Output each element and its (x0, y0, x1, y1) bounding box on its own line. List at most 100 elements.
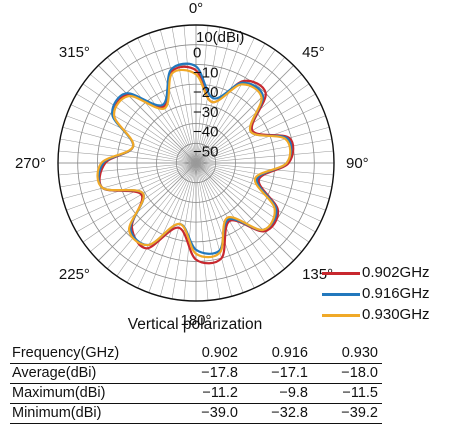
angular-gridline (90, 74, 197, 164)
angular-gridline (195, 162, 316, 233)
chart-caption: Vertical polarization (127, 316, 263, 333)
angular-gridline (66, 162, 197, 211)
angular-gridline (195, 43, 266, 164)
angular-gridline (195, 115, 326, 164)
angular-gridline (98, 65, 197, 164)
angle-tick-label: 45° (302, 44, 325, 61)
table-row-label: Maximum(dBi) (10, 383, 172, 404)
table-row: Maximum(dBi) −11.2 −9.8 −11.5 (10, 383, 382, 404)
angular-gridline (107, 57, 197, 164)
angular-gridline (195, 162, 322, 222)
table-row-label: Average(dBi) (10, 363, 172, 384)
angular-gridline (107, 162, 197, 269)
legend-label-0902: 0.902GHz (362, 264, 430, 281)
table-cell: −18.0 (312, 363, 382, 384)
radial-gridline (175, 142, 217, 184)
angular-gridline (82, 83, 197, 164)
angle-tick-label: 0° (189, 0, 203, 17)
angular-gridline (195, 29, 232, 164)
angular-gridline (195, 27, 221, 164)
radial-gridline (77, 44, 315, 282)
angular-gridline (126, 43, 197, 164)
angular-gridline (195, 162, 244, 293)
radial-gridline (57, 24, 335, 302)
radial-tick-label: −50 (193, 143, 218, 160)
series-layer (96, 62, 295, 265)
radial-tick-label: −30 (193, 104, 218, 121)
table-cell: −11.2 (172, 383, 242, 404)
angular-gridline (76, 162, 197, 233)
angular-gridline (148, 33, 197, 164)
angular-gridline (195, 138, 332, 164)
angular-gridline (195, 37, 255, 164)
angular-gridline (126, 162, 197, 283)
radial-tick-labels: 0 −10 −20 −30 −40 −50 (193, 45, 218, 161)
angular-gridline (171, 27, 197, 164)
table-cell: −11.5 (312, 383, 382, 404)
angle-tick-label: 90° (346, 155, 369, 172)
radial-tick-label: −20 (193, 84, 218, 101)
angle-tick-label: 135° (302, 266, 333, 283)
legend-label-0930: 0.930GHz (362, 306, 430, 323)
angular-gridline (90, 162, 197, 252)
angular-gridline (60, 162, 197, 188)
angular-gridline (98, 162, 197, 261)
angular-gridline (116, 162, 197, 277)
angular-gridline (195, 25, 209, 164)
radial-gridline (116, 83, 276, 243)
table-row: Average(dBi) −17.8 −17.1 −18.0 (10, 363, 382, 384)
angular-gridline (58, 150, 197, 164)
radial-tick-label: −40 (193, 124, 218, 141)
angular-gridline (195, 162, 221, 299)
legend-label-0916: 0.916GHz (362, 285, 430, 302)
angular-gridline (195, 127, 330, 164)
table-cell: −17.1 (242, 363, 312, 384)
angular-gridline (58, 162, 197, 176)
polar-chart: 0 −10 −20 −30 −40 −50 10(dBi) 0° 45° 90° 135° 180… (15, 0, 369, 329)
summary-table: Frequency(GHz) 0.902 0.916 0.930 Average… (10, 344, 382, 424)
radial-gridline (97, 64, 295, 262)
angular-gridline (195, 162, 302, 252)
table-row-label: Minimum(dBi) (10, 403, 172, 424)
angular-gridline (195, 74, 302, 164)
radial-tick-label: −10 (193, 64, 218, 81)
angular-gridline (183, 162, 197, 301)
radial-grid (57, 24, 335, 302)
legend-swatch-0930 (322, 314, 360, 317)
angular-gridline (195, 162, 285, 269)
angle-tick-labels: 0° 45° 90° 135° 180° 225° 270° 315° (15, 0, 369, 329)
angular-gridline (70, 104, 197, 164)
angular-gridline (171, 162, 197, 299)
angular-gridline (76, 93, 197, 164)
angular-gridline (160, 29, 197, 164)
angular-gridline (195, 162, 334, 176)
table-cell: −32.8 (242, 403, 312, 424)
angular-gridline (195, 57, 285, 164)
angular-gridline (62, 127, 197, 164)
table-cell: −9.8 (242, 383, 312, 404)
angular-gridline (195, 49, 276, 164)
angular-gridline (195, 65, 294, 164)
table-row: Minimum(dBi) −39.0 −32.8 −39.2 (10, 403, 382, 424)
series-line-0930 (96, 68, 292, 259)
angular-gridline (82, 162, 197, 243)
angular-gridline (183, 25, 197, 164)
angular-gridline (137, 162, 197, 289)
angular-gridline (195, 162, 232, 297)
table-header-cell: 0.916 (242, 344, 312, 364)
angle-tick-label: 225° (59, 266, 90, 283)
table-header-label: Frequency(GHz) (10, 344, 172, 364)
radial-unit-label: 10(dBi) (196, 29, 244, 46)
angular-gridline (62, 162, 197, 199)
radial-gridline (136, 103, 256, 223)
angle-tick-label: 270° (15, 155, 46, 172)
angle-tick-label: 315° (59, 44, 90, 61)
angular-gridline (195, 162, 330, 199)
radial-tick-label: 0 (193, 45, 201, 62)
table-cell: −39.2 (312, 403, 382, 424)
table-header-cell: 0.902 (172, 344, 242, 364)
angular-grid (58, 25, 334, 301)
angle-tick-label: 180° (180, 312, 211, 329)
radial-gridline (156, 123, 236, 203)
table-header-cell: 0.930 (312, 344, 382, 364)
